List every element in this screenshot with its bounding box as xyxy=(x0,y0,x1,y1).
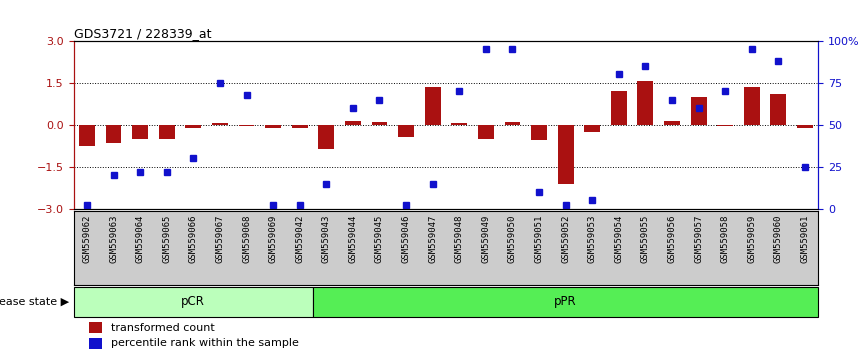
Bar xyxy=(424,87,441,125)
Text: GSM559046: GSM559046 xyxy=(402,214,410,263)
Bar xyxy=(797,125,813,127)
Text: GSM559050: GSM559050 xyxy=(508,214,517,263)
Text: disease state ▶: disease state ▶ xyxy=(0,297,69,307)
Bar xyxy=(505,122,520,125)
Bar xyxy=(185,125,201,127)
Text: GSM559054: GSM559054 xyxy=(614,214,624,263)
Text: GSM559058: GSM559058 xyxy=(721,214,730,263)
Bar xyxy=(531,125,547,140)
Text: GSM559059: GSM559059 xyxy=(747,214,756,263)
Bar xyxy=(585,125,600,132)
Text: GSM559057: GSM559057 xyxy=(695,214,703,263)
Text: GSM559068: GSM559068 xyxy=(242,214,251,263)
Bar xyxy=(398,125,414,137)
Text: GSM559064: GSM559064 xyxy=(136,214,145,263)
Bar xyxy=(611,91,627,125)
Text: GSM559067: GSM559067 xyxy=(216,214,224,263)
Text: GSM559065: GSM559065 xyxy=(162,214,171,263)
Text: GSM559043: GSM559043 xyxy=(322,214,331,263)
Bar xyxy=(265,125,281,127)
Text: GSM559053: GSM559053 xyxy=(588,214,597,263)
Text: GSM559042: GSM559042 xyxy=(295,214,304,263)
Bar xyxy=(106,125,121,143)
Text: percentile rank within the sample: percentile rank within the sample xyxy=(111,338,299,348)
Bar xyxy=(478,125,494,139)
Text: transformed count: transformed count xyxy=(111,323,215,333)
Bar xyxy=(691,97,707,125)
Bar xyxy=(79,125,95,146)
Text: GSM559063: GSM559063 xyxy=(109,214,118,263)
Text: GSM559062: GSM559062 xyxy=(82,214,92,263)
Bar xyxy=(74,287,313,317)
Bar xyxy=(88,322,102,333)
Bar xyxy=(212,124,228,125)
Text: GSM559055: GSM559055 xyxy=(641,214,650,263)
Bar xyxy=(451,122,468,125)
Text: GSM559045: GSM559045 xyxy=(375,214,384,263)
Bar xyxy=(744,87,759,125)
Bar xyxy=(313,287,818,317)
Bar xyxy=(345,121,361,125)
Bar xyxy=(292,125,307,127)
Text: pPR: pPR xyxy=(554,295,577,308)
Bar xyxy=(158,125,175,139)
Text: GDS3721 / 228339_at: GDS3721 / 228339_at xyxy=(74,27,211,40)
Text: GSM559069: GSM559069 xyxy=(268,214,278,263)
Text: pCR: pCR xyxy=(181,295,205,308)
Bar xyxy=(771,94,786,125)
Bar xyxy=(637,81,654,125)
Text: GSM559060: GSM559060 xyxy=(774,214,783,263)
Bar xyxy=(132,125,148,139)
Bar xyxy=(664,121,680,125)
Bar xyxy=(372,122,387,125)
Text: GSM559048: GSM559048 xyxy=(455,214,464,263)
Text: GSM559049: GSM559049 xyxy=(481,214,490,263)
Bar xyxy=(319,125,334,149)
Text: GSM559061: GSM559061 xyxy=(800,214,810,263)
Bar xyxy=(88,338,102,349)
Text: GSM559052: GSM559052 xyxy=(561,214,570,263)
Bar xyxy=(558,125,573,184)
Bar xyxy=(238,125,255,126)
Text: GSM559047: GSM559047 xyxy=(428,214,437,263)
Bar xyxy=(717,125,734,126)
Text: GSM559051: GSM559051 xyxy=(534,214,544,263)
Text: GSM559066: GSM559066 xyxy=(189,214,197,263)
Text: GSM559056: GSM559056 xyxy=(668,214,676,263)
Text: GSM559044: GSM559044 xyxy=(348,214,358,263)
